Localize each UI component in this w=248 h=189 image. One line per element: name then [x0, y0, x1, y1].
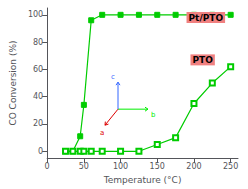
- svg-text:250: 250: [223, 162, 238, 171]
- svg-text:50: 50: [79, 162, 89, 171]
- svg-text:b: b: [151, 111, 156, 119]
- svg-text:a: a: [100, 129, 104, 137]
- svg-text:60: 60: [33, 65, 43, 74]
- svg-text:0: 0: [38, 147, 43, 156]
- svg-text:PTO: PTO: [192, 55, 213, 65]
- svg-text:Pt/PTO: Pt/PTO: [189, 13, 224, 23]
- svg-text:200: 200: [186, 162, 201, 171]
- svg-text:Temperature (°C): Temperature (°C): [103, 175, 182, 185]
- svg-text:CO Conversion (%): CO Conversion (%): [8, 40, 18, 125]
- svg-text:0: 0: [45, 162, 50, 171]
- svg-text:20: 20: [33, 119, 43, 128]
- svg-text:80: 80: [33, 38, 43, 47]
- svg-text:100: 100: [28, 10, 43, 19]
- svg-text:150: 150: [150, 162, 165, 171]
- svg-text:100: 100: [113, 162, 128, 171]
- svg-text:40: 40: [33, 92, 43, 101]
- svg-text:c: c: [111, 73, 115, 81]
